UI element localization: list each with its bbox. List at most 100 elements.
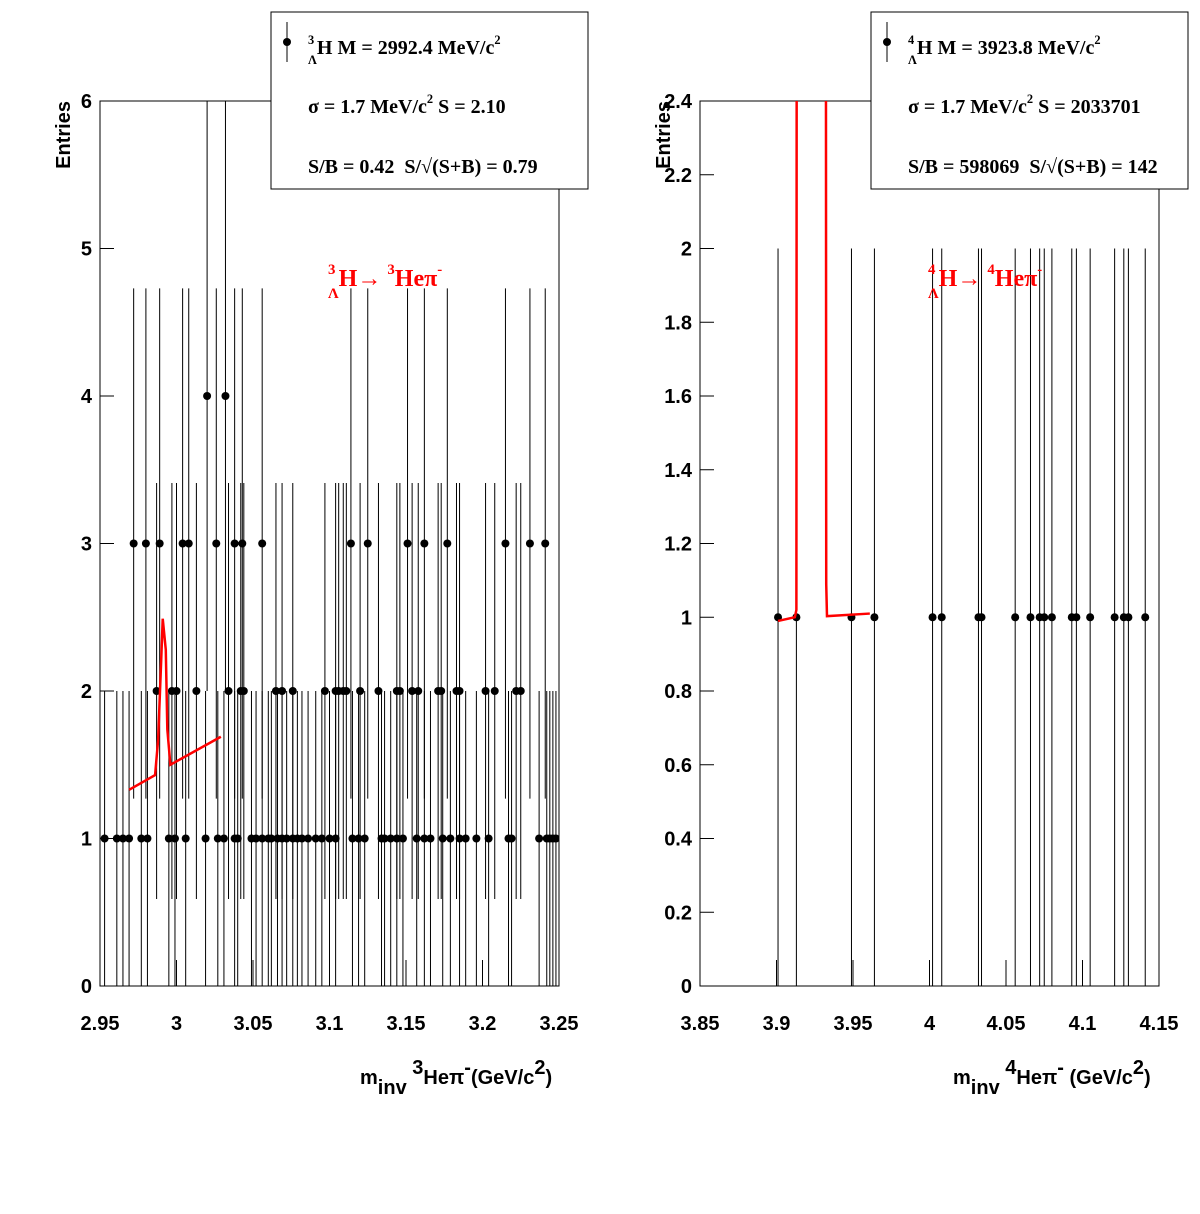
data-point	[360, 834, 369, 843]
legend-box	[870, 11, 1189, 190]
data-points	[774, 248, 1150, 986]
annotation: 3	[387, 262, 394, 278]
y-tick-label: 2	[81, 681, 92, 703]
legend-text: 3	[308, 33, 314, 47]
x-axis-label: Heπ	[423, 1067, 464, 1089]
x-axis-label: (GeV/c	[1064, 1067, 1133, 1089]
data-point	[438, 834, 447, 843]
y-tick-label: 2	[681, 239, 692, 261]
data-point	[143, 834, 152, 843]
annotation: -	[437, 262, 442, 278]
data-point	[1141, 613, 1150, 622]
x-axis-label: 3	[407, 1057, 424, 1079]
data-point	[928, 613, 937, 622]
annotation: Λ	[328, 286, 339, 302]
x-axis-label: 2	[534, 1057, 545, 1079]
data-point	[1047, 613, 1056, 622]
data-point	[184, 539, 193, 548]
legend-marker	[283, 38, 291, 46]
y-tick-label: 4	[81, 386, 93, 408]
data-point	[551, 834, 559, 843]
x-tick-label: 3.85	[681, 1013, 720, 1035]
y-tick-label: 0.8	[664, 681, 692, 703]
data-point	[311, 834, 320, 843]
legend-text: 4	[908, 33, 914, 47]
data-point	[233, 834, 242, 843]
x-tick-label: 3	[171, 1013, 182, 1035]
data-point	[398, 834, 407, 843]
data-point	[304, 834, 313, 843]
data-point	[155, 539, 164, 548]
x-tick-label: 3.25	[540, 1013, 579, 1035]
data-point	[408, 687, 417, 695]
data-point	[325, 834, 334, 843]
data-point	[426, 834, 435, 843]
y-tick-label: 0	[681, 976, 692, 998]
data-point	[221, 392, 230, 400]
data-point	[112, 834, 121, 843]
annotation: H→	[339, 266, 388, 292]
data-point	[380, 834, 389, 843]
data-point	[443, 539, 452, 548]
data-point	[192, 687, 201, 695]
data-point	[1040, 613, 1049, 622]
data-point	[213, 834, 222, 843]
x-tick-label: 4.15	[1140, 1013, 1179, 1035]
fit-curve	[777, 101, 870, 623]
data-point	[420, 834, 429, 843]
legend-text: S = 2.10	[433, 96, 506, 118]
y-axis-label: Entries	[653, 101, 675, 169]
data-point	[501, 539, 510, 548]
data-point	[455, 687, 464, 695]
data-point	[164, 834, 173, 843]
data-point	[297, 834, 306, 843]
legend-text: Λ	[308, 53, 317, 67]
y-tick-label: 1.6	[664, 386, 692, 408]
data-point	[412, 834, 421, 843]
legend-marker	[883, 38, 891, 46]
data-point	[1086, 613, 1095, 622]
data-point	[490, 687, 499, 695]
data-point	[437, 687, 446, 695]
data-point	[414, 687, 423, 695]
legend-text: Λ	[908, 53, 917, 67]
annotation: 4	[987, 262, 995, 278]
data-point	[118, 834, 127, 843]
y-tick-label: 1.8	[664, 312, 692, 334]
x-axis-label: inv	[971, 1077, 1001, 1099]
data-point	[100, 834, 109, 843]
x-tick-label: 3.1	[316, 1013, 344, 1035]
x-axis-label: Heπ	[1016, 1067, 1057, 1089]
data-point	[125, 834, 134, 843]
data-point	[420, 539, 429, 548]
x-tick-label: 3.05	[234, 1013, 273, 1035]
y-axis-label: Entries	[53, 101, 75, 169]
data-point	[152, 687, 161, 695]
data-point	[346, 539, 355, 548]
data-point	[507, 834, 516, 843]
legend-text: 2	[494, 33, 500, 47]
y-tick-label: 6	[81, 91, 92, 113]
x-tick-label: 2.95	[81, 1013, 120, 1035]
data-point	[977, 613, 986, 622]
legend-text: S/B = 0.42 S/√(S+B) = 0.79	[308, 156, 538, 178]
annotation: Heπ	[395, 266, 437, 292]
data-point	[252, 834, 261, 843]
x-tick-label: 4.1	[1069, 1013, 1097, 1035]
fit-curve	[128, 618, 222, 791]
legend-text: 2	[1094, 33, 1100, 47]
data-point	[395, 687, 404, 695]
x-tick-label: 4	[924, 1013, 936, 1035]
x-axis-label: )	[545, 1067, 552, 1089]
y-tick-label: 2.2	[664, 165, 692, 187]
data-point	[219, 834, 228, 843]
data-point	[212, 539, 221, 548]
data-point	[201, 834, 210, 843]
annotation: 4	[928, 262, 936, 278]
data-point	[363, 539, 372, 548]
data-point	[224, 687, 233, 695]
y-tick-label: 2.4	[664, 91, 693, 113]
annotation: -	[1037, 262, 1042, 278]
legend-text: H M = 2992.4 MeV/c	[317, 37, 495, 59]
annotation: 3	[328, 262, 335, 278]
